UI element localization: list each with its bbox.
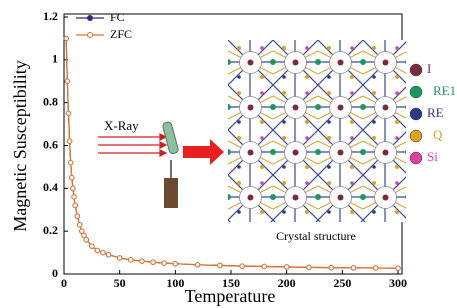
data-point <box>307 265 311 269</box>
data-point <box>262 264 266 268</box>
data-point <box>162 261 166 265</box>
data-point <box>75 214 79 218</box>
annotation: X-Ray <box>104 118 139 133</box>
data-point <box>70 175 74 179</box>
data-point <box>77 223 81 227</box>
data-point <box>140 259 144 263</box>
data-point <box>151 260 155 264</box>
x-tick-label: 200 <box>278 276 296 290</box>
legend-marker <box>88 16 93 21</box>
y-tick-label: 0.4 <box>43 180 58 194</box>
x-tick-label: 50 <box>114 276 126 290</box>
data-point <box>106 253 110 257</box>
y-tick-label: 1 <box>52 52 58 66</box>
data-point <box>65 79 69 83</box>
data-point <box>195 263 199 267</box>
page: 00.20.40.60.811.2050100150200250300Tempe… <box>0 0 457 308</box>
data-point <box>95 248 99 252</box>
data-point <box>68 160 72 164</box>
x-ray-arrows <box>98 134 166 156</box>
data-point <box>117 256 121 260</box>
data-point <box>173 262 177 266</box>
crystal-structure <box>228 40 406 222</box>
y-tick-label: 0.2 <box>43 223 58 237</box>
data-point <box>218 263 222 267</box>
data-point <box>82 233 86 237</box>
data-point <box>80 229 84 233</box>
x-tick-label: 100 <box>166 276 184 290</box>
legend-marker <box>88 33 93 38</box>
sample-holder <box>162 121 179 208</box>
data-point <box>351 266 355 270</box>
x-axis-label: Temperature <box>185 286 276 306</box>
atom-marker <box>410 108 422 120</box>
data-point <box>71 186 75 190</box>
atom-label: RE1 <box>433 83 456 98</box>
data-point <box>67 139 71 143</box>
x-tick-label: 0 <box>61 276 67 290</box>
data-point <box>374 266 378 270</box>
atom-marker <box>410 152 422 164</box>
data-point <box>329 265 333 269</box>
x-tick-label: 250 <box>333 276 351 290</box>
data-point <box>90 244 94 248</box>
y-tick-label: 0 <box>52 266 58 280</box>
legend-label: FC <box>110 10 125 24</box>
legend-label: ZFC <box>110 27 132 41</box>
data-point <box>73 203 77 207</box>
data-point <box>84 238 88 242</box>
y-tick-label: 0.6 <box>43 137 58 151</box>
data-point <box>129 258 133 262</box>
atom-label: Q <box>433 127 443 142</box>
x-tick-label: 300 <box>389 276 407 290</box>
data-point <box>66 111 70 115</box>
data-point <box>240 264 244 268</box>
data-point <box>284 265 288 269</box>
figure: 00.20.40.60.811.2050100150200250300Tempe… <box>0 0 457 308</box>
atom-label: I <box>427 61 431 76</box>
annotation: Crystal structure <box>276 229 356 243</box>
data-point <box>101 250 105 254</box>
y-tick-label: 0.8 <box>43 94 58 108</box>
atom-marker <box>410 64 422 76</box>
data-point <box>72 195 76 199</box>
big-arrow <box>183 139 224 165</box>
data-point <box>64 36 68 40</box>
y-tick-label: 1.2 <box>43 9 58 23</box>
atom-marker <box>410 86 422 98</box>
atom-label: Si <box>427 149 438 164</box>
data-point <box>396 266 400 270</box>
y-axis-label: Magnetic Susceptibility <box>10 60 30 231</box>
atom-marker <box>410 130 422 142</box>
atom-label: RE <box>427 105 444 120</box>
